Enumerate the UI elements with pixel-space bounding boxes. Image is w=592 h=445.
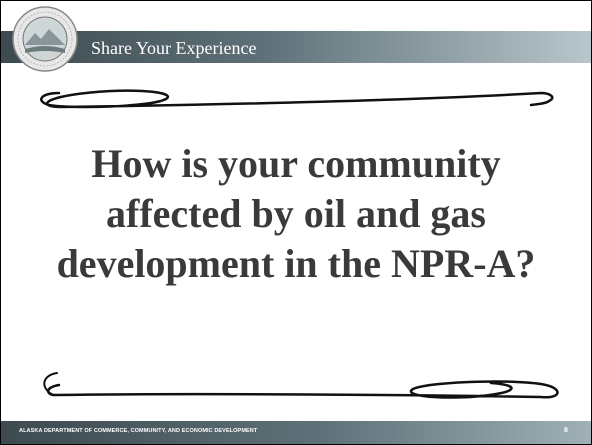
footer-organization: ALASKA DEPARTMENT OF COMMERCE, COMMUNITY…: [19, 427, 257, 435]
page-number: 8: [564, 426, 568, 435]
page: {"header": {"title": "Share Your Experie…: [0, 0, 592, 445]
question: How is your community affected by oil an…: [56, 139, 536, 289]
slide: Share Your Experience How is your commun…: [0, 0, 592, 445]
